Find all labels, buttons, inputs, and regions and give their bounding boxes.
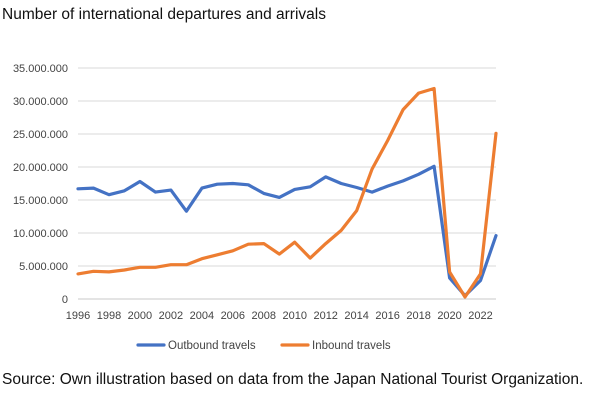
x-tick-label: 2000	[128, 310, 152, 322]
x-tick-label: 2008	[252, 310, 276, 322]
legend-label: Inbound travels	[312, 340, 391, 352]
x-tick-label: 2010	[282, 310, 306, 322]
x-tick-label: 2018	[406, 310, 430, 322]
x-axis-tick-labels: 1996 1998 2000 2002 2004 2006 2008 2010 2012 2014…	[66, 310, 493, 322]
gridlines	[78, 67, 496, 300]
x-tick-label: 2004	[190, 310, 214, 322]
series-line-outbound	[76, 164, 498, 298]
chart-title: Number of international departures and a…	[2, 6, 326, 23]
x-tick-label: 2014	[344, 310, 368, 322]
legend: Outbound travels Inbound travels	[136, 340, 391, 352]
legend-label: Outbound travels	[168, 340, 256, 352]
x-tick-label: 2016	[375, 310, 399, 322]
source-note: Source: Own illustration based on data f…	[2, 371, 584, 388]
y-tick-label: 0	[62, 294, 68, 306]
y-tick-label: 25.000.000	[13, 129, 68, 141]
x-tick-label: 2020	[437, 310, 461, 322]
x-tick-label: 2002	[159, 310, 183, 322]
x-tick-label: 1996	[66, 310, 90, 322]
y-tick-label: 20.000.000	[13, 162, 68, 174]
x-tick-label: 1998	[97, 310, 121, 322]
y-tick-label: 5.000.000	[19, 261, 68, 273]
x-tick-label: 2012	[313, 310, 337, 322]
series-line-inbound	[76, 86, 498, 299]
x-tick-label: 2006	[221, 310, 245, 322]
series-lines	[76, 86, 498, 299]
y-tick-label: 15.000.000	[13, 195, 68, 207]
x-tick-label: 2022	[468, 310, 492, 322]
line-chart: 0 5.000.000 10.000.000 15.000.000 20.000.000…	[13, 63, 498, 352]
y-tick-label: 30.000.000	[13, 96, 68, 108]
y-tick-label: 35.000.000	[13, 63, 68, 75]
y-axis-tick-labels: 0 5.000.000 10.000.000 15.000.000 20.000.000…	[13, 63, 68, 306]
y-tick-label: 10.000.000	[13, 228, 68, 240]
